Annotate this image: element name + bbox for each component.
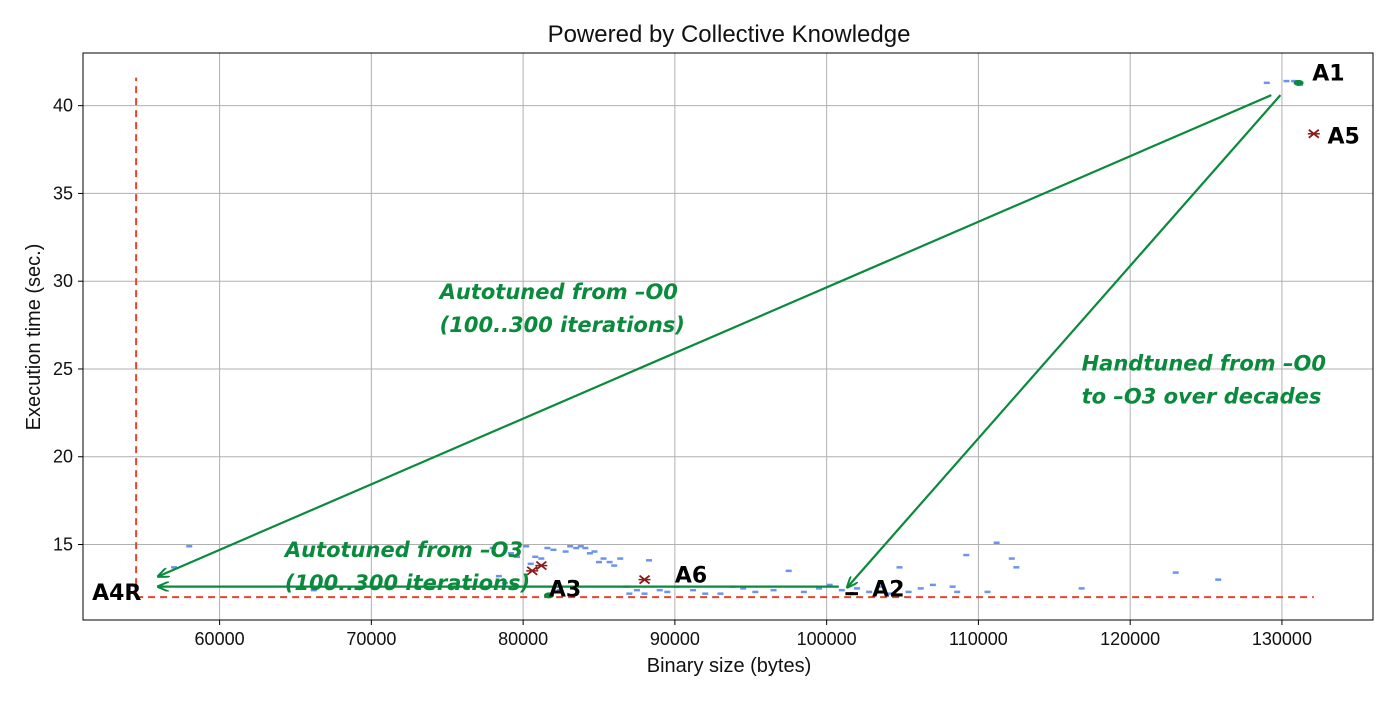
x-tick-label: 70000	[346, 629, 396, 649]
annotation-line: Handtuned from –O0	[1082, 352, 1326, 376]
chart-title: Powered by Collective Knowledge	[548, 21, 911, 48]
reference-lines	[135, 77, 1314, 599]
y-tick-label: 15	[53, 535, 73, 555]
x-tick-label: 90000	[650, 629, 700, 649]
y-tick-label: 40	[53, 96, 73, 116]
y-tick-label: 20	[53, 447, 73, 467]
x-tick-label: 130000	[1252, 629, 1312, 649]
point-labels: A1 A5 A2 A3 A6 A4R	[92, 61, 1360, 606]
grid	[83, 53, 1373, 620]
annotation-line: (100..300 iterations)	[285, 571, 530, 595]
annotation-line: (100..300 iterations)	[440, 313, 685, 337]
x-tick-label: 110000	[949, 629, 1008, 649]
x-tick-label: 60000	[195, 629, 245, 649]
point-label: A6	[675, 563, 707, 588]
y-tick-label: 25	[53, 359, 73, 379]
data-point	[1307, 129, 1320, 139]
data-point	[1293, 79, 1304, 86]
annotation: Autotuned from –O3 (100..300 iterations)	[283, 538, 530, 595]
annotation-line: Autotuned from –O3	[283, 538, 523, 562]
plot-frame	[82, 52, 1374, 621]
x-axis-label: Binary size (bytes)	[647, 655, 812, 677]
data-point	[543, 592, 554, 599]
arrow-handtuned	[848, 94, 1282, 587]
y-ticks: 15 20 25 30 35 40	[53, 96, 83, 555]
data-point	[526, 566, 539, 576]
annotation: Handtuned from –O0 to –O3 over decades	[1082, 352, 1326, 409]
data-point	[535, 560, 548, 571]
x-tick-label: 80000	[498, 629, 548, 649]
x-ticks: 60000 70000 80000 90000 100000 110000 120000 13…	[195, 620, 1312, 649]
y-tick-label: 35	[53, 183, 73, 203]
annotation-line: Autotuned from –O0	[438, 280, 678, 304]
x-tick-label: 120000	[1100, 629, 1160, 649]
point-label: A1	[1312, 61, 1344, 86]
y-tick-label: 30	[53, 271, 73, 291]
data-points	[171, 79, 1320, 599]
data-point	[638, 574, 651, 585]
arrow-autotuned-o0	[159, 94, 1272, 576]
point-label: A5	[1327, 125, 1359, 150]
annotations: Autotuned from –O0 (100..300 iterations) H…	[283, 280, 1326, 595]
arrows	[159, 94, 1282, 587]
point-label: A3	[549, 577, 581, 602]
x-tick-label: 100000	[797, 629, 857, 649]
annotation-line: to –O3 over decades	[1082, 385, 1322, 409]
point-label: A4R	[92, 581, 141, 606]
point-label: A2	[872, 577, 904, 602]
annotation: Autotuned from –O0 (100..300 iterations)	[438, 280, 685, 337]
y-axis-label: Execution time (sec.)	[23, 244, 45, 431]
